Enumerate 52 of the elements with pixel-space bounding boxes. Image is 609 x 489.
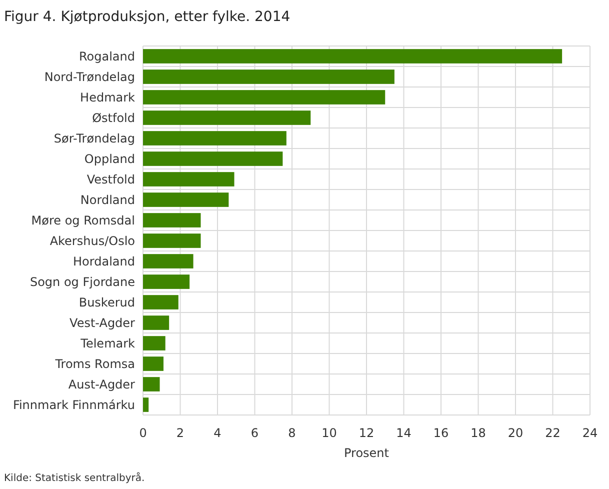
y-tick-label: Aust-Agder xyxy=(68,377,136,392)
y-tick-label: Sør-Trøndelag xyxy=(54,131,135,146)
bar xyxy=(143,377,160,392)
bar xyxy=(143,274,190,289)
x-tick-label: 20 xyxy=(508,426,524,440)
y-tick-label: Vest-Agder xyxy=(70,316,136,330)
bar xyxy=(143,398,149,412)
y-tick-label: Rogaland xyxy=(78,49,135,64)
x-axis-title: Prosent xyxy=(344,446,390,460)
bar xyxy=(143,295,178,310)
x-tick-label: 8 xyxy=(288,426,296,440)
x-tick-label: 14 xyxy=(396,426,412,440)
x-tick-label: 24 xyxy=(582,426,598,440)
x-tick-label: 12 xyxy=(358,426,374,440)
y-tick-label: Møre og Romsdal xyxy=(31,213,135,228)
bar xyxy=(143,192,229,207)
bar xyxy=(143,213,201,228)
x-tick-label: 18 xyxy=(470,426,486,440)
y-tick-label: Østfold xyxy=(92,110,135,125)
x-tick-label: 22 xyxy=(545,426,560,440)
y-tick-label: Finnmark Finnmárku xyxy=(12,398,135,412)
y-tick-label: Nordland xyxy=(80,192,135,207)
x-tick-label: 16 xyxy=(433,426,449,440)
bar xyxy=(143,316,170,330)
x-tick-label: 6 xyxy=(250,426,259,440)
y-tick-label: Nord-Trøndelag xyxy=(44,70,135,84)
bar xyxy=(143,336,166,350)
bar xyxy=(143,131,286,146)
bar xyxy=(143,234,201,248)
y-tick-label: Sogn og Fjordane xyxy=(30,274,135,289)
x-tick-label: 0 xyxy=(139,426,147,440)
bar xyxy=(143,110,311,125)
chart-title: Figur 4. Kjøtproduksjon, etter fylke. 2014 xyxy=(4,9,290,25)
bar xyxy=(143,172,234,186)
x-tick-label: 2 xyxy=(176,426,184,440)
bar xyxy=(143,49,562,64)
y-tick-label: Buskerud xyxy=(78,295,135,310)
bar xyxy=(143,152,283,166)
y-tick-label: Vestfold xyxy=(86,172,135,186)
y-tick-label: Akershus/Oslo xyxy=(50,234,135,248)
bar xyxy=(143,356,164,371)
y-tick-label: Hedmark xyxy=(80,90,136,104)
y-tick-label: Hordaland xyxy=(73,254,135,268)
bar xyxy=(143,70,394,84)
x-tick-label: 4 xyxy=(214,426,222,440)
y-tick-label: Oppland xyxy=(84,152,135,166)
y-tick-label: Telemark xyxy=(80,336,136,350)
y-tick-label: Troms Romsa xyxy=(54,356,135,371)
bar xyxy=(143,254,194,268)
text: Kilde: Statistisk sentralbyrå. xyxy=(4,472,145,484)
bar xyxy=(143,90,386,104)
x-tick-label: 10 xyxy=(322,426,337,440)
